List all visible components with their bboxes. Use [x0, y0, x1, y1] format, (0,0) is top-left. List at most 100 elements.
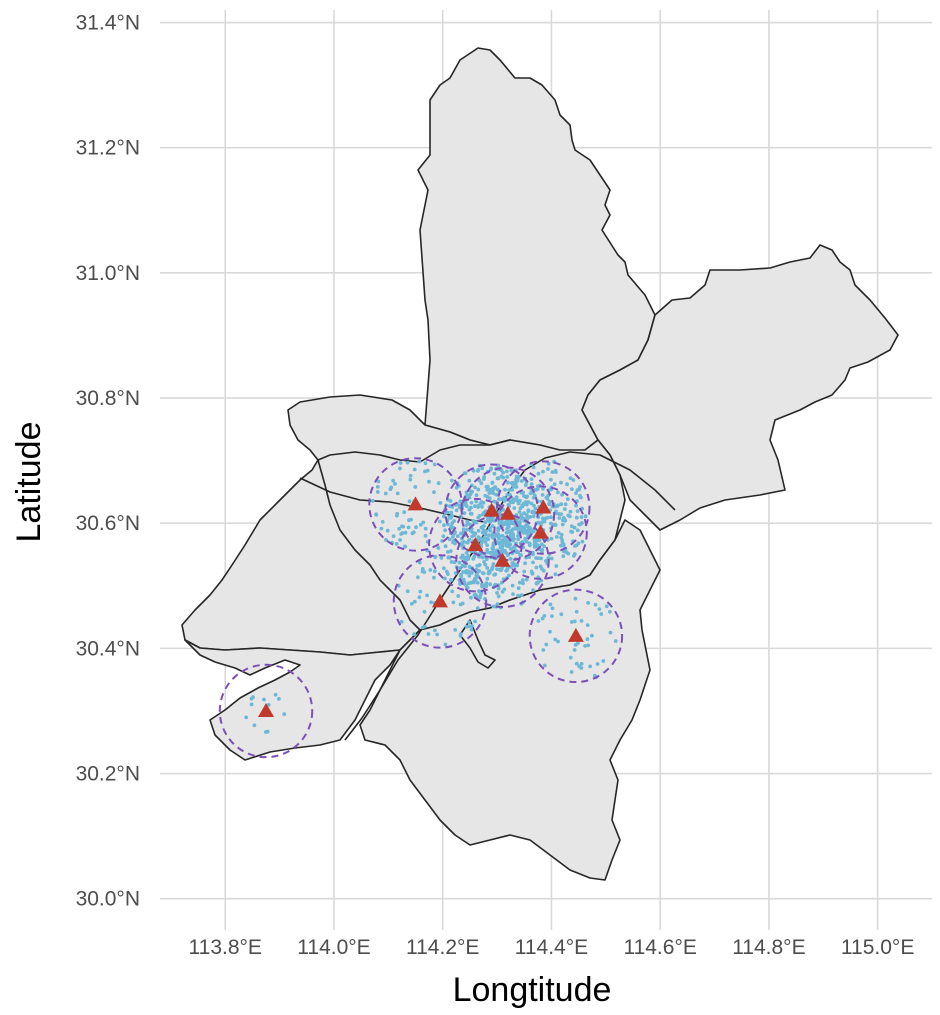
- sample-point: [432, 462, 437, 467]
- sample-point: [266, 703, 271, 707]
- sample-point: [506, 553, 510, 558]
- buffer-circle: [528, 588, 624, 684]
- sample-point: [527, 543, 532, 548]
- sample-point: [495, 567, 499, 571]
- site-marker: [567, 627, 584, 642]
- sample-point: [435, 632, 439, 637]
- sample-point: [476, 487, 481, 492]
- sample-point: [526, 500, 531, 504]
- lake-outline: [459, 619, 496, 669]
- sample-point: [525, 515, 529, 520]
- sample-point: [527, 525, 532, 530]
- sample-point: [273, 692, 278, 697]
- sample-point: [399, 619, 404, 624]
- sample-point: [549, 536, 554, 541]
- sample-point: [474, 573, 479, 578]
- sample-point: [514, 474, 519, 479]
- sample-point: [473, 504, 477, 509]
- sample-point: [264, 730, 268, 734]
- sample-point: [513, 484, 518, 489]
- sample-point: [597, 607, 602, 611]
- sample-point: [417, 459, 422, 464]
- sample-point: [473, 485, 477, 490]
- sample-point: [586, 601, 590, 605]
- x-tick-label: 114.4°E: [515, 936, 588, 959]
- sample-point: [436, 546, 441, 550]
- sample-point: [519, 553, 523, 558]
- sample-point: [439, 556, 444, 560]
- sample-point: [576, 641, 580, 646]
- sample-point: [438, 501, 443, 505]
- sample-point: [583, 644, 587, 648]
- sample-point: [549, 556, 554, 561]
- sample-point: [468, 580, 473, 585]
- sample-point: [476, 504, 480, 508]
- sample-point: [570, 530, 575, 534]
- sample-point: [523, 561, 527, 566]
- sample-point: [252, 723, 257, 728]
- sample-point: [458, 632, 463, 637]
- sample-point: [604, 604, 609, 609]
- sample-point: [528, 515, 533, 519]
- sample-point: [522, 511, 526, 516]
- sample-point: [613, 639, 618, 643]
- sample-point: [579, 666, 584, 670]
- sample-point: [412, 632, 416, 636]
- sample-point: [470, 570, 474, 575]
- sample-point: [513, 481, 518, 486]
- sample-point: [466, 539, 471, 543]
- sample-point: [524, 577, 529, 582]
- sample-point: [541, 469, 545, 474]
- sample-point: [519, 593, 524, 597]
- sample-point: [469, 595, 473, 600]
- buffer-circle: [460, 466, 556, 562]
- sample-point: [517, 580, 522, 585]
- sample-point: [496, 526, 500, 531]
- sample-point: [473, 531, 478, 536]
- sample-point: [546, 461, 551, 466]
- sample-point: [480, 538, 485, 543]
- sample-point: [422, 624, 427, 629]
- sample-point: [561, 516, 566, 520]
- sample-point: [457, 505, 462, 510]
- sample-point: [560, 540, 565, 544]
- sample-point: [579, 515, 584, 519]
- sample-point: [560, 492, 564, 497]
- sample-point: [546, 467, 550, 471]
- sample-point: [501, 507, 505, 512]
- buffer-circle: [368, 457, 463, 552]
- sample-point: [476, 469, 480, 473]
- y-axis-title: Latitude: [10, 422, 48, 543]
- sample-point: [459, 572, 463, 577]
- y-tick-label: 30.8°N: [76, 387, 140, 410]
- buffer-circle: [218, 663, 314, 759]
- sample-point: [466, 557, 471, 561]
- sample-point: [574, 491, 578, 495]
- sample-point: [559, 480, 563, 485]
- sample-point: [432, 575, 436, 580]
- sample-point: [553, 572, 558, 577]
- sample-point: [458, 566, 462, 571]
- sample-point: [506, 480, 510, 485]
- sample-point: [573, 544, 577, 548]
- sample-point: [568, 476, 573, 481]
- sample-point: [510, 537, 515, 542]
- sample-point: [481, 528, 486, 533]
- sample-point: [509, 468, 514, 473]
- sample-point: [463, 471, 468, 476]
- sample-point: [492, 471, 497, 476]
- buffer-circle: [493, 485, 588, 580]
- sample-point: [547, 499, 552, 504]
- sample-point: [516, 534, 520, 538]
- sample-point: [490, 524, 495, 528]
- sample-point: [475, 606, 480, 611]
- sample-point: [519, 513, 524, 517]
- region-southwest: [184, 639, 401, 761]
- sample-point: [398, 538, 402, 542]
- sample-point: [420, 567, 425, 571]
- sample-point: [541, 486, 545, 491]
- site-marker: [483, 502, 500, 517]
- sample-point: [490, 533, 494, 537]
- sample-point: [502, 587, 507, 592]
- sample-point: [467, 573, 472, 578]
